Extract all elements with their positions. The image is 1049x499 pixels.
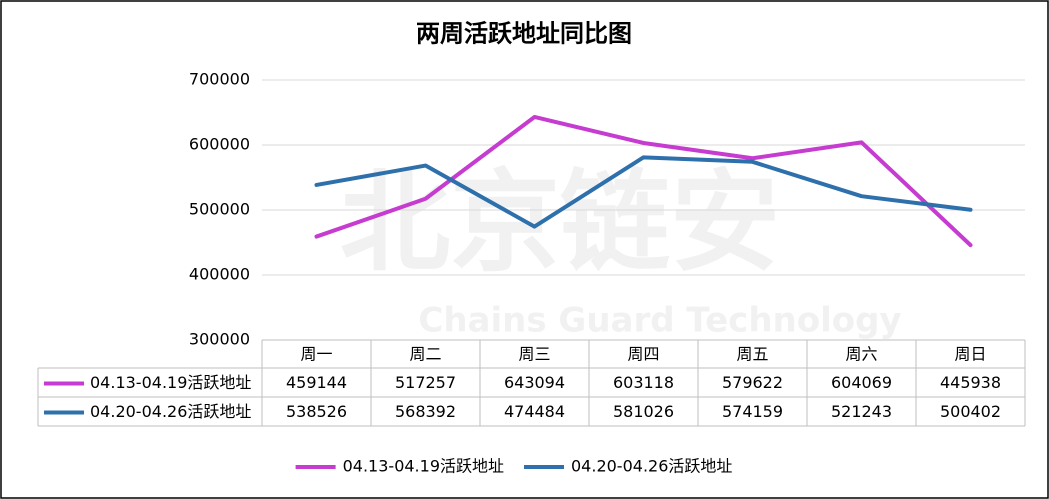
x-tick-label: 周五: [736, 345, 768, 364]
table-cell: 581026: [613, 402, 674, 421]
x-tick-label: 周日: [954, 345, 986, 364]
table-cell: 500402: [940, 402, 1001, 421]
table-cell: 604069: [831, 373, 892, 392]
y-tick-label: 300000: [189, 330, 250, 349]
x-tick-label: 周三: [518, 345, 550, 364]
table-cell: 603118: [613, 373, 674, 392]
table-cell: 517257: [395, 373, 456, 392]
line-series: [314, 155, 973, 229]
legend-label: 04.13-04.19活跃地址: [343, 457, 504, 476]
y-tick-label: 600000: [189, 135, 250, 154]
watermark: 北京链安: [340, 158, 780, 286]
table-cell: 643094: [504, 373, 565, 392]
table-cell: 474484: [504, 402, 565, 421]
table-series-name: 04.20-04.26活跃地址: [90, 402, 251, 421]
y-tick-label: 400000: [189, 265, 250, 284]
table-cell: 574159: [722, 402, 783, 421]
table-cell: 568392: [395, 402, 456, 421]
table-cell: 538526: [286, 402, 347, 421]
table-series-name: 04.13-04.19活跃地址: [90, 373, 251, 392]
x-tick-label: 周四: [627, 345, 659, 364]
y-tick-label: 700000: [189, 70, 250, 89]
chart-title: 两周活跃地址同比图: [416, 19, 632, 48]
table-cell: 459144: [286, 373, 347, 392]
line-series: [314, 114, 973, 248]
table-cell: 521243: [831, 402, 892, 421]
y-tick-label: 500000: [189, 200, 250, 219]
watermark-subtitle: Chains Guard Technology: [418, 301, 901, 341]
x-tick-label: 周二: [409, 345, 441, 364]
table-cell: 579622: [722, 373, 783, 392]
table-cell: 445938: [940, 373, 1001, 392]
x-tick-label: 周六: [845, 345, 877, 364]
x-tick-label: 周一: [300, 345, 332, 364]
legend-label: 04.20-04.26活跃地址: [571, 457, 732, 476]
